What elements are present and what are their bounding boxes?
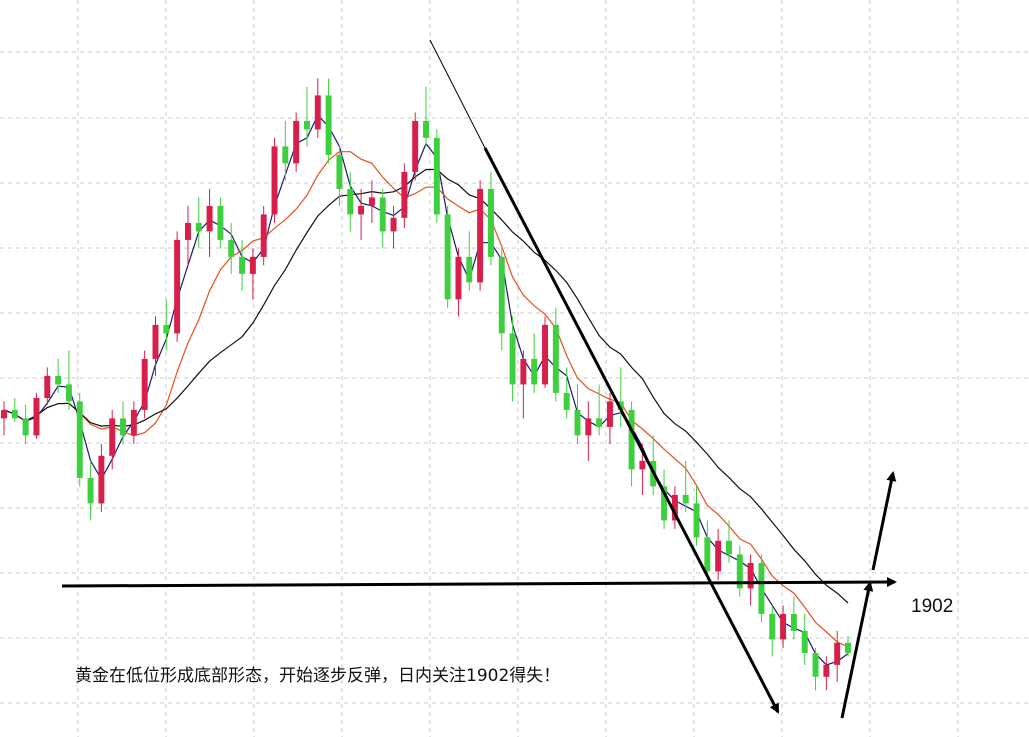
candle-body	[552, 324, 559, 393]
candle-body	[682, 494, 689, 504]
trend-annotations	[61, 39, 897, 719]
candle-body	[206, 205, 213, 232]
candle-body	[325, 95, 332, 155]
candle-body	[65, 384, 72, 402]
candle-body	[239, 256, 246, 274]
candle-body	[347, 188, 354, 215]
candle-body	[444, 214, 451, 300]
candle-body	[33, 398, 40, 436]
candle-body	[303, 120, 310, 130]
candle-body	[747, 562, 754, 589]
ma-line-slow	[3, 168, 849, 604]
key-level-label: 1902	[911, 596, 953, 617]
candle-body	[109, 418, 116, 456]
candle-body	[358, 205, 365, 215]
candle-body	[368, 197, 375, 206]
candle-body	[606, 401, 613, 427]
candle-body	[715, 540, 722, 572]
candle-body	[845, 642, 851, 653]
candle-body	[260, 214, 267, 257]
candle-body	[228, 239, 235, 257]
candle-body	[217, 205, 224, 240]
candle-body	[812, 653, 819, 677]
candle-body	[769, 613, 776, 640]
downtrend-arrow	[483, 147, 780, 714]
candle-body	[585, 418, 592, 436]
candle-body	[249, 256, 256, 274]
rebound-arrow-lower	[840, 581, 874, 719]
candle-body	[704, 537, 711, 572]
candle-body	[628, 409, 635, 470]
rebound-arrow-upper	[871, 471, 897, 571]
candle-body	[671, 494, 678, 521]
candle-body	[693, 503, 700, 538]
candle-body	[314, 95, 321, 130]
candle-body	[76, 401, 83, 478]
candle-body	[195, 222, 202, 232]
candle-body	[574, 409, 581, 436]
candle-body	[293, 120, 300, 164]
candle-body	[152, 324, 159, 359]
candle-body	[22, 418, 29, 436]
candles	[1, 78, 851, 691]
candle-body	[130, 409, 137, 436]
candle-body	[141, 358, 148, 410]
candle-body	[271, 146, 278, 215]
candle-body	[758, 562, 765, 614]
candle-body	[725, 540, 732, 555]
candle-body	[98, 455, 105, 504]
candle-body	[563, 392, 570, 410]
candle-body	[120, 418, 127, 436]
candle-body	[87, 477, 94, 504]
candle-body	[509, 333, 516, 385]
candle-body	[639, 460, 646, 470]
candle-body	[661, 486, 668, 521]
candle-body	[44, 375, 51, 398]
candle-body	[801, 630, 808, 653]
candle-body	[163, 324, 170, 334]
candle-body	[498, 256, 505, 334]
candle-body	[736, 554, 743, 589]
candle-body	[455, 256, 462, 300]
candle-body	[379, 197, 386, 232]
candle-body	[174, 239, 181, 334]
ma-line-mid	[3, 151, 849, 648]
candle-body	[282, 146, 289, 164]
candle-body	[433, 137, 440, 215]
candle-body	[531, 358, 538, 385]
key-level-arrow	[61, 577, 897, 588]
candle-body	[617, 401, 624, 410]
candle-body	[790, 613, 797, 631]
chart-annotation: 黄金在低位形成底部形态，开始逐步反弹，日内关注1902得失！	[75, 666, 560, 686]
candle-body	[477, 188, 484, 283]
candle-body	[423, 120, 429, 138]
candle-body	[11, 409, 18, 419]
candle-body	[596, 418, 603, 427]
candle-body	[390, 217, 397, 232]
candle-body	[487, 188, 494, 257]
candle-body	[466, 256, 473, 283]
candle-body	[412, 120, 419, 172]
thin-downtrend-line	[429, 39, 486, 149]
candle-body	[401, 171, 408, 218]
candle-body	[520, 358, 527, 385]
candle-body	[336, 154, 343, 189]
candle-body	[184, 222, 191, 240]
candle-body	[780, 613, 787, 640]
candle-body	[834, 642, 841, 665]
candle-body	[542, 324, 549, 385]
candle-body	[55, 375, 62, 385]
candle-body	[823, 664, 830, 677]
candle-body	[1, 409, 7, 419]
